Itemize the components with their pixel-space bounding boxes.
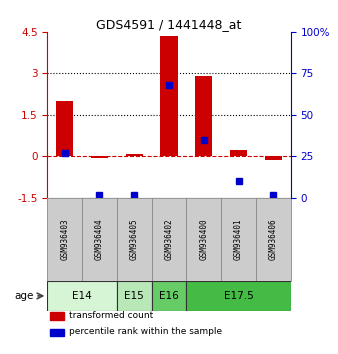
Text: percentile rank within the sample: percentile rank within the sample [69, 327, 222, 336]
Text: E17.5: E17.5 [224, 291, 254, 301]
Bar [186, 281, 291, 311]
Bar [117, 281, 152, 311]
Bar [152, 281, 186, 311]
Title: GDS4591 / 1441448_at: GDS4591 / 1441448_at [96, 18, 242, 31]
Text: GSM936400: GSM936400 [199, 219, 208, 260]
Bar [186, 198, 221, 281]
Bar [125, 154, 143, 156]
Text: GSM936406: GSM936406 [269, 219, 278, 260]
Text: GSM936404: GSM936404 [95, 219, 104, 260]
Text: age: age [15, 291, 34, 301]
Bar [56, 101, 73, 156]
Bar [47, 198, 82, 281]
Text: GSM936403: GSM936403 [60, 219, 69, 260]
Text: transformed count: transformed count [69, 311, 153, 320]
Bar [160, 36, 178, 156]
Bar [256, 198, 291, 281]
Text: GSM936401: GSM936401 [234, 219, 243, 260]
Text: E15: E15 [124, 291, 144, 301]
Bar [221, 198, 256, 281]
Bar [195, 76, 213, 156]
Bar [47, 281, 117, 311]
Bar [152, 198, 186, 281]
Bar [230, 149, 247, 156]
Text: E14: E14 [72, 291, 92, 301]
Bar [82, 198, 117, 281]
Text: E16: E16 [159, 291, 179, 301]
Text: GSM936405: GSM936405 [130, 219, 139, 260]
Text: GSM936402: GSM936402 [165, 219, 173, 260]
Bar [117, 198, 152, 281]
Bar [265, 156, 282, 160]
Bar [91, 156, 108, 158]
Bar [50, 329, 64, 336]
Bar [50, 312, 64, 320]
